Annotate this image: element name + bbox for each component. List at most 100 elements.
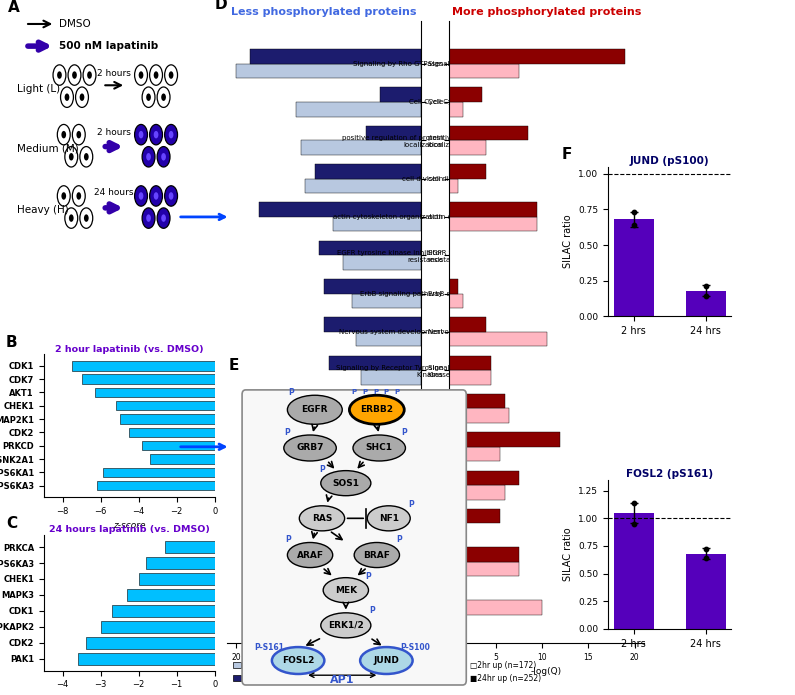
- Bar: [449, 432, 560, 447]
- Text: SOS1: SOS1: [332, 479, 359, 488]
- Text: P-S100: P-S100: [400, 643, 430, 652]
- Bar: [356, 332, 421, 346]
- Legend: □2hr down (n = 367), ■24hr down (n=467): □2hr down (n = 367), ■24hr down (n=467): [231, 657, 332, 686]
- Bar: [449, 318, 487, 332]
- Bar: [236, 64, 421, 79]
- Text: GRB7: GRB7: [297, 443, 324, 452]
- Text: RAS: RAS: [312, 514, 332, 523]
- Text: 2 hours: 2 hours: [97, 129, 130, 138]
- Circle shape: [61, 193, 66, 199]
- Circle shape: [153, 72, 158, 79]
- Bar: [417, 523, 421, 538]
- Circle shape: [134, 186, 148, 206]
- Text: ERBB2: ERBB2: [360, 405, 394, 414]
- Bar: [449, 179, 459, 193]
- Text: Light (L): Light (L): [17, 83, 60, 94]
- Point: [700, 553, 712, 564]
- Legend: □2hr up (n=172), ■24hr up (n=252): □2hr up (n=172), ■24hr up (n=252): [453, 657, 544, 686]
- Bar: [449, 600, 542, 614]
- Bar: [449, 102, 463, 117]
- Ellipse shape: [323, 578, 369, 603]
- Bar: [449, 562, 518, 576]
- Circle shape: [84, 214, 89, 222]
- Text: ARAF: ARAF: [297, 550, 324, 559]
- Text: 24 hours: 24 hours: [94, 188, 134, 197]
- Bar: [324, 600, 421, 614]
- Bar: [449, 217, 537, 231]
- Bar: [333, 217, 421, 231]
- Text: P: P: [384, 389, 389, 395]
- Text: P: P: [401, 428, 407, 437]
- Bar: [361, 370, 421, 385]
- Circle shape: [87, 72, 92, 79]
- Bar: [320, 240, 421, 255]
- Bar: [328, 585, 421, 600]
- Bar: [449, 202, 537, 217]
- Bar: [324, 318, 421, 332]
- Text: DMSO: DMSO: [60, 19, 91, 29]
- Text: P: P: [373, 389, 378, 395]
- Bar: [112, 605, 215, 616]
- Bar: [150, 455, 215, 464]
- Text: Heavy (H): Heavy (H): [17, 204, 68, 215]
- Bar: [95, 388, 215, 397]
- Bar: [449, 547, 518, 562]
- Text: BRAF: BRAF: [363, 550, 390, 559]
- Bar: [351, 471, 421, 485]
- Circle shape: [157, 208, 170, 228]
- Bar: [146, 557, 215, 569]
- Bar: [449, 88, 482, 102]
- Bar: [138, 573, 215, 584]
- Bar: [380, 88, 421, 102]
- Text: EGFR: EGFR: [301, 405, 328, 414]
- Circle shape: [138, 131, 143, 138]
- Text: P: P: [363, 389, 367, 395]
- Point: [627, 518, 640, 530]
- Bar: [449, 126, 528, 140]
- Bar: [449, 293, 463, 308]
- Bar: [315, 164, 421, 179]
- Text: P: P: [366, 572, 371, 581]
- Text: Medium (M): Medium (M): [17, 143, 78, 154]
- Bar: [449, 485, 505, 500]
- Circle shape: [138, 72, 143, 79]
- Bar: [449, 471, 518, 485]
- Circle shape: [76, 193, 81, 199]
- Bar: [394, 562, 421, 576]
- Circle shape: [161, 214, 166, 222]
- Bar: [72, 361, 215, 370]
- Point: [700, 281, 712, 292]
- Bar: [338, 485, 421, 500]
- Bar: [305, 179, 421, 193]
- X-axis label: -log(Q): -log(Q): [531, 667, 562, 676]
- Bar: [449, 509, 500, 523]
- X-axis label: z-score: z-score: [113, 521, 145, 530]
- Bar: [449, 356, 491, 370]
- Point: [700, 543, 712, 555]
- Circle shape: [142, 147, 155, 167]
- Bar: [101, 621, 215, 632]
- Circle shape: [149, 124, 162, 145]
- Bar: [78, 653, 215, 664]
- Text: C: C: [6, 516, 17, 531]
- Circle shape: [169, 193, 173, 199]
- Ellipse shape: [367, 506, 410, 531]
- Text: 500 nM lapatinib: 500 nM lapatinib: [60, 41, 159, 51]
- Circle shape: [161, 153, 166, 161]
- Bar: [686, 554, 726, 629]
- Text: E: E: [229, 358, 239, 373]
- Bar: [343, 255, 421, 270]
- Text: A: A: [8, 0, 20, 15]
- Y-axis label: SILAC ratio: SILAC ratio: [563, 528, 572, 581]
- Bar: [449, 332, 547, 346]
- Point: [700, 291, 712, 302]
- Circle shape: [161, 93, 166, 101]
- Ellipse shape: [360, 647, 413, 674]
- Bar: [250, 49, 421, 64]
- Bar: [165, 541, 215, 553]
- Title: 2 hour lapatinib (vs. DMSO): 2 hour lapatinib (vs. DMSO): [55, 345, 204, 354]
- Text: P: P: [285, 428, 290, 437]
- Bar: [297, 102, 421, 117]
- Text: NF1: NF1: [378, 514, 399, 523]
- Ellipse shape: [320, 613, 370, 638]
